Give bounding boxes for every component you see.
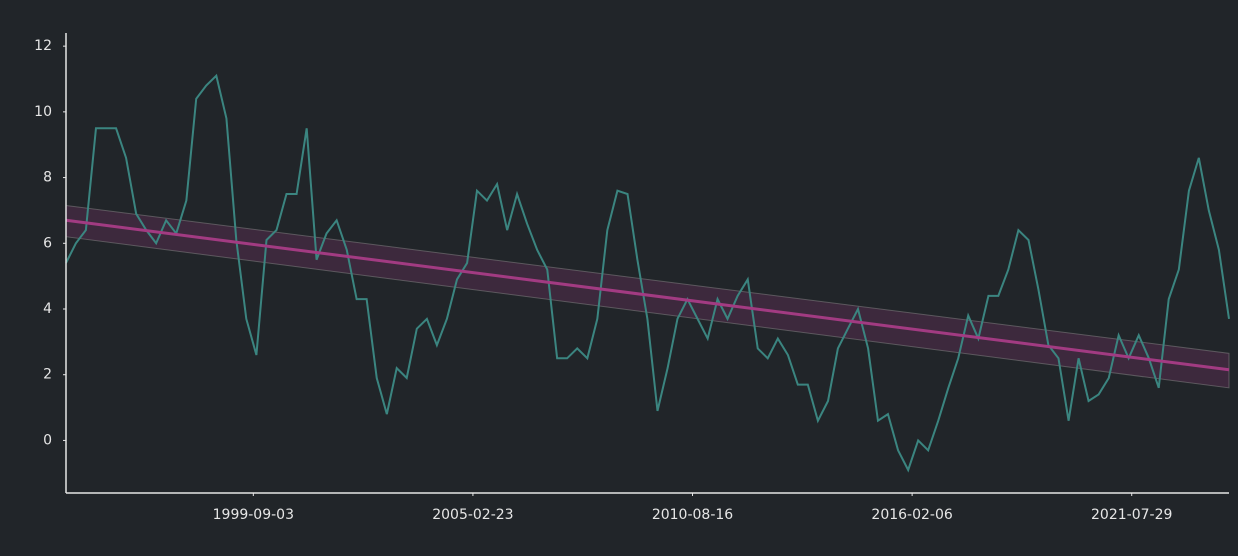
y-tick-label: 12: [34, 38, 52, 54]
x-tick-label: 2005-02-23: [432, 507, 513, 523]
x-tick-label: 2021-07-29: [1091, 507, 1172, 523]
x-tick-label: 2016-02-06: [871, 507, 952, 523]
y-tick-label: 8: [43, 170, 52, 186]
y-tick-label: 6: [43, 235, 52, 251]
series-line: [65, 73, 1230, 473]
trend-line: [65, 218, 1230, 372]
y-tick-label: 10: [34, 104, 52, 120]
x-tick-label: 1999-09-03: [213, 507, 294, 523]
y-tick-label: 4: [43, 301, 52, 317]
y-tick-label: 0: [43, 432, 52, 448]
confidence-band: [65, 204, 1230, 389]
x-tick-label: 2010-08-16: [652, 507, 733, 523]
y-tick-label: 2: [43, 367, 52, 383]
